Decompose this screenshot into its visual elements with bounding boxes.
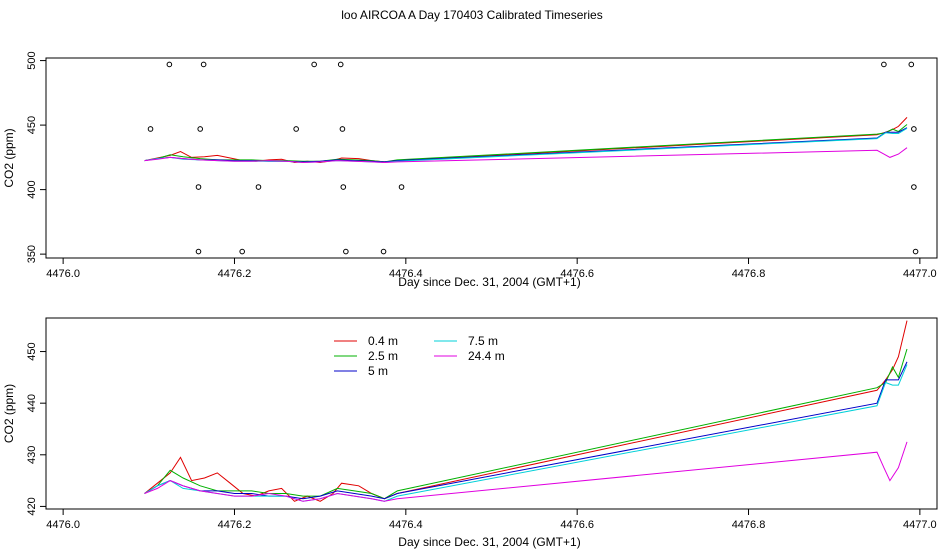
y-tick-label: 440 — [26, 394, 38, 412]
x-tick-label: 4476.2 — [218, 268, 252, 280]
legend-label: 0.4 m — [368, 334, 398, 348]
plot-box — [45, 317, 938, 510]
y-axis: 350 400 450 500 CO2 (ppm) — [2, 51, 46, 263]
x-axis: 4476.0 4476.2 4476.4 4476.6 4476.8 4477.0 Day … — [46, 258, 937, 289]
y-tick-label: 420 — [26, 497, 38, 515]
outlier-point — [908, 61, 915, 68]
x-tick-label: 4477.0 — [903, 519, 937, 531]
y-tick-label: 500 — [26, 51, 38, 69]
series-line-0-4-m — [144, 117, 908, 164]
x-tick-label: 4476.8 — [732, 268, 766, 280]
y-tick-label: 400 — [26, 180, 38, 198]
top-panel: 4476.0 4476.2 4476.4 4476.6 4476.8 4477.0 Day … — [2, 51, 938, 289]
series-line-24-4-m — [144, 441, 908, 502]
series-line-0-4-m — [144, 320, 908, 502]
series-line-7-5-m — [144, 127, 908, 164]
series-line-5-m — [144, 127, 908, 163]
outlier-point — [311, 61, 317, 68]
outlier-point — [912, 248, 919, 255]
series-group — [144, 320, 908, 502]
y-axis-title: CO2 (ppm) — [2, 384, 16, 443]
y-tick-label: 450 — [26, 342, 38, 360]
outlier-point — [195, 184, 202, 190]
series-line-5-m — [144, 361, 908, 500]
x-tick-label: 4476.4 — [389, 519, 423, 531]
x-axis: 4476.0 4476.2 4476.4 4476.6 4476.8 4477.0 Day … — [46, 509, 937, 549]
outlier-point — [255, 184, 262, 190]
series-group — [144, 117, 908, 164]
outlier-point — [398, 184, 405, 190]
x-tick-label: 4476.0 — [46, 268, 80, 280]
x-tick-label: 4476.4 — [389, 268, 423, 280]
outlier-point — [200, 61, 207, 68]
series-line-24-4-m — [144, 147, 908, 164]
outlier-point — [166, 61, 173, 68]
x-axis-title: Day since Dec. 31, 2004 (GMT+1) — [398, 275, 580, 289]
outlier-point — [343, 248, 349, 255]
y-axis-title: CO2 (ppm) — [2, 128, 16, 187]
series-line-2-5-m — [144, 124, 908, 163]
legend: 0.4 m2.5 m5 m 7.5 m24.4 m — [334, 334, 505, 378]
legend-label: 2.5 m — [368, 349, 398, 363]
x-tick-label: 4476.0 — [46, 519, 80, 531]
outlier-point — [911, 184, 917, 190]
series-line-2-5-m — [144, 348, 908, 500]
figure-title: loo AIRCOA A Day 170403 Calibrated Times… — [341, 8, 602, 22]
bottom-panel: 4476.0 4476.2 4476.4 4476.6 4476.8 4477.0 Day … — [2, 317, 938, 549]
y-tick-label: 350 — [26, 245, 38, 263]
y-tick-label: 430 — [26, 446, 38, 464]
legend-label: 5 m — [368, 364, 388, 378]
plot-box — [45, 57, 938, 259]
x-axis-title: Day since Dec. 31, 2004 (GMT+1) — [398, 535, 580, 549]
outlier-point — [911, 126, 917, 132]
y-tick-label: 450 — [26, 116, 38, 134]
legend-label: 24.4 m — [468, 349, 505, 363]
outlier-point — [197, 126, 204, 132]
outlier-point — [239, 248, 245, 255]
x-tick-label: 4476.6 — [560, 519, 594, 531]
outlier-point — [340, 184, 347, 190]
x-tick-label: 4476.8 — [732, 519, 766, 531]
legend-label: 7.5 m — [468, 334, 498, 348]
outlier-points — [147, 61, 919, 255]
outlier-point — [195, 248, 202, 255]
outlier-point — [337, 61, 344, 68]
y-axis: 420 430 440 450 CO2 (ppm) — [2, 342, 46, 516]
outlier-point — [339, 126, 346, 132]
x-tick-label: 4477.0 — [903, 268, 937, 280]
outlier-point — [380, 248, 387, 255]
outlier-point — [147, 126, 154, 132]
outlier-point — [293, 126, 299, 132]
outlier-point — [881, 61, 887, 68]
series-line-7-5-m — [144, 364, 908, 502]
x-tick-label: 4476.6 — [560, 268, 594, 280]
x-tick-label: 4476.2 — [218, 519, 252, 531]
